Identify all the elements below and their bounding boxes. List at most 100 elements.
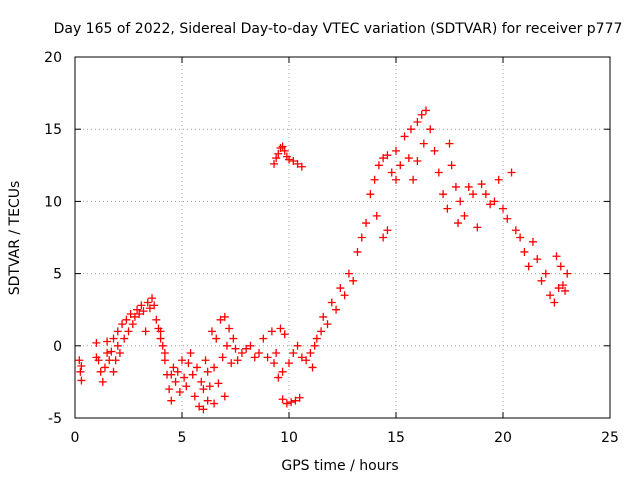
data-point	[109, 367, 118, 376]
data-point	[464, 182, 473, 191]
data-point	[192, 363, 201, 372]
data-point	[327, 298, 336, 307]
data-point	[507, 168, 516, 177]
data-point	[141, 327, 150, 336]
data-point	[374, 161, 383, 170]
data-point	[229, 334, 238, 343]
data-point	[218, 353, 227, 362]
data-point	[113, 341, 122, 350]
data-point	[297, 353, 306, 362]
data-point	[413, 156, 422, 165]
data-point	[124, 327, 133, 336]
data-point	[520, 247, 529, 256]
data-point	[242, 344, 251, 353]
data-series-sdtvar	[75, 106, 572, 414]
data-point	[421, 106, 430, 115]
x-tick-label-10: 10	[280, 430, 298, 446]
data-point	[173, 367, 182, 376]
data-point	[383, 151, 392, 160]
x-tick-label-15: 15	[387, 430, 405, 446]
data-point	[323, 320, 332, 329]
data-point	[285, 155, 293, 164]
data-point	[280, 330, 289, 339]
data-point	[477, 180, 486, 189]
data-point	[469, 190, 478, 199]
data-point	[379, 154, 388, 163]
data-point	[263, 353, 272, 362]
data-point	[295, 393, 304, 402]
data-point	[220, 392, 229, 401]
data-point	[383, 226, 392, 235]
data-point	[233, 356, 242, 365]
data-point	[143, 298, 152, 307]
data-point	[160, 349, 169, 358]
y-axis-label: SDTVAR / TECUs	[7, 181, 23, 296]
x-tick-label-0: 0	[71, 430, 80, 446]
data-point	[156, 334, 165, 343]
y-tick-label-10: 10	[44, 194, 62, 210]
data-point	[546, 291, 555, 300]
data-point	[332, 305, 341, 314]
data-point	[554, 284, 563, 293]
data-point	[130, 312, 139, 321]
data-point	[396, 161, 405, 170]
data-point	[499, 204, 507, 213]
data-point	[486, 200, 495, 209]
data-point	[280, 146, 289, 155]
data-point	[270, 159, 279, 168]
data-point	[175, 388, 184, 397]
data-point	[426, 125, 435, 134]
data-point	[103, 337, 112, 346]
data-point	[92, 338, 101, 347]
data-point	[267, 327, 276, 336]
data-point	[494, 175, 503, 184]
data-point	[357, 233, 366, 242]
data-point	[96, 367, 105, 376]
data-point	[302, 356, 311, 365]
data-point	[550, 298, 559, 307]
data-point	[447, 161, 456, 170]
data-point	[150, 301, 159, 310]
data-point	[77, 362, 86, 371]
data-point	[272, 154, 281, 163]
y-tick-label-0: 0	[53, 339, 62, 355]
x-tick-label-20: 20	[494, 430, 512, 446]
plot-frame	[74, 56, 611, 419]
data-point	[406, 125, 415, 134]
data-point	[563, 269, 572, 278]
data-point	[282, 399, 291, 408]
data-point	[171, 377, 180, 386]
data-point	[308, 363, 317, 372]
data-point	[439, 190, 448, 199]
data-point	[293, 341, 302, 350]
data-point	[413, 117, 422, 126]
data-point	[250, 353, 259, 362]
data-point	[98, 377, 107, 386]
data-point	[372, 211, 381, 220]
data-point	[152, 315, 161, 324]
data-point	[100, 363, 109, 372]
data-point	[148, 294, 157, 303]
data-point	[201, 356, 210, 365]
data-point	[460, 211, 469, 220]
data-point	[188, 370, 197, 379]
data-point	[195, 402, 204, 411]
data-point	[392, 175, 400, 184]
data-point	[225, 324, 234, 333]
data-point	[135, 310, 144, 319]
data-point	[231, 344, 240, 353]
data-point	[289, 349, 298, 358]
data-point	[77, 376, 86, 385]
data-point	[255, 349, 264, 358]
data-point	[340, 291, 349, 300]
data-point	[212, 334, 221, 343]
data-point	[246, 341, 255, 350]
data-point	[137, 301, 146, 310]
data-point	[199, 405, 208, 414]
data-point	[210, 399, 219, 408]
data-point	[199, 385, 208, 394]
data-point	[180, 373, 189, 382]
data-point	[227, 359, 236, 368]
